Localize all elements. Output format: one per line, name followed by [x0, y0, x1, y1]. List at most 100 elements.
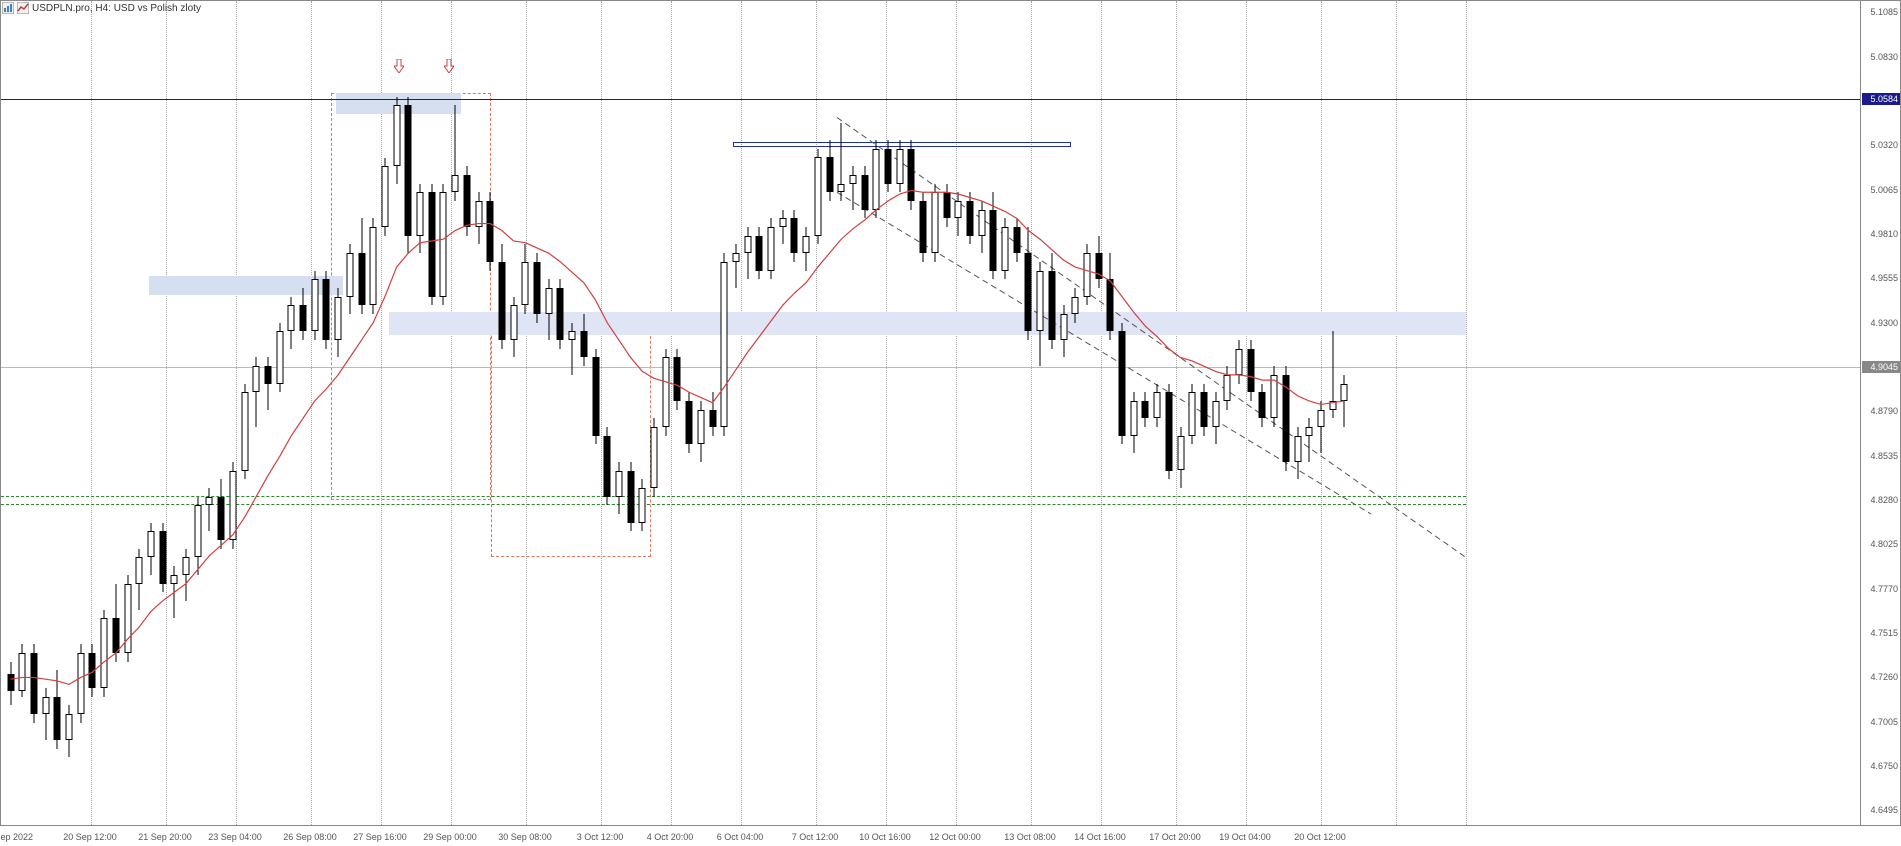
y-axis-label: 4.9300: [1870, 318, 1898, 328]
chart-icon-1: [2, 2, 14, 14]
candle: [1328, 331, 1337, 418]
candle: [533, 253, 542, 323]
grid-line: [166, 1, 167, 825]
candle: [825, 140, 834, 201]
candle: [1106, 253, 1115, 340]
candle: [848, 166, 857, 209]
y-axis-label: 4.7770: [1870, 584, 1898, 594]
candle: [240, 384, 249, 480]
candle: [1235, 340, 1244, 383]
x-axis-label: 30 Sep 08:00: [498, 832, 552, 842]
candle: [1176, 427, 1185, 488]
candle: [88, 644, 97, 696]
y-axis-label: 5.0065: [1870, 185, 1898, 195]
x-axis-label: 17 Oct 20:00: [1149, 832, 1201, 842]
chart-container: USDPLN.pro, H4: USD vs Polish zloty 5.10…: [0, 0, 1901, 846]
candle: [1340, 375, 1349, 427]
candle: [65, 705, 74, 757]
price-marker: 4.9045: [1862, 361, 1900, 373]
y-axis-label: 4.7515: [1870, 628, 1898, 638]
candle: [170, 566, 179, 618]
grid-line: [236, 1, 237, 825]
candle: [731, 244, 740, 287]
down-arrow-icon: [444, 59, 454, 76]
grid-line: [1101, 1, 1102, 825]
candle: [380, 158, 389, 236]
grid-line: [886, 1, 887, 825]
candle: [930, 184, 939, 262]
x-axis-label: 26 Sep 08:00: [283, 832, 337, 842]
candle: [76, 644, 85, 722]
candle: [977, 201, 986, 253]
candle: [369, 218, 378, 314]
candle: [404, 97, 413, 254]
candle: [1223, 366, 1232, 409]
candle: [965, 192, 974, 244]
y-axis-label: 5.1085: [1870, 7, 1898, 17]
moving-average-line: [1, 1, 1862, 827]
candle: [228, 462, 237, 549]
candle: [345, 244, 354, 314]
candle: [29, 644, 38, 722]
candle: [509, 297, 518, 358]
candle: [1071, 288, 1080, 323]
candle: [462, 166, 471, 236]
candle: [556, 279, 565, 349]
candle: [1094, 236, 1103, 288]
candle: [755, 227, 764, 279]
candle: [720, 253, 729, 436]
candle: [1281, 366, 1290, 470]
candle: [427, 184, 436, 306]
candle: [205, 488, 214, 531]
candle: [778, 210, 787, 245]
candle: [193, 497, 202, 575]
candle: [41, 688, 50, 740]
candle: [954, 192, 963, 235]
candle: [158, 523, 167, 593]
candle: [790, 210, 799, 262]
grid-line: [1031, 1, 1032, 825]
candle: [1036, 262, 1045, 366]
chart-plot-area[interactable]: [0, 0, 1861, 826]
y-axis-label: 4.6495: [1870, 805, 1898, 815]
x-axis: 9 Sep 202220 Sep 12:0021 Sep 20:0023 Sep…: [0, 826, 1861, 846]
x-axis-label: 3 Oct 12:00: [577, 832, 624, 842]
candle: [357, 218, 366, 314]
grid-line: [956, 1, 957, 825]
candle: [802, 227, 811, 270]
grid-line: [311, 1, 312, 825]
candle: [1164, 384, 1173, 480]
candle: [146, 523, 155, 575]
candle: [1129, 392, 1138, 453]
candle: [1024, 227, 1033, 340]
title-bar: USDPLN.pro, H4: USD vs Polish zloty: [2, 2, 201, 14]
x-axis-label: 10 Oct 16:00: [859, 832, 911, 842]
y-axis-label: 4.8025: [1870, 539, 1898, 549]
y-axis-label: 4.8535: [1870, 451, 1898, 461]
candle: [860, 166, 869, 218]
chart-title: USDPLN.pro, H4: USD vs Polish zloty: [32, 3, 201, 14]
candle: [1118, 323, 1127, 445]
candle: [310, 271, 319, 341]
candle: [696, 401, 705, 462]
x-axis-label: 12 Oct 00:00: [929, 832, 981, 842]
candle: [603, 427, 612, 505]
candle: [18, 644, 27, 696]
x-axis-label: 19 Oct 04:00: [1219, 832, 1271, 842]
price-marker: 5.0584: [1862, 93, 1900, 105]
chart-icon-2: [17, 2, 29, 14]
candle: [1153, 384, 1162, 427]
y-axis-label: 4.7005: [1870, 717, 1898, 727]
candle: [521, 244, 530, 314]
grid-line: [1176, 1, 1177, 825]
candle: [497, 244, 506, 348]
candle: [626, 462, 635, 532]
candle: [708, 392, 717, 435]
candle: [813, 149, 822, 245]
candle: [6, 662, 15, 705]
candle: [1316, 401, 1325, 453]
candle: [1211, 392, 1220, 444]
candle: [743, 227, 752, 279]
x-axis-label: 7 Oct 12:00: [792, 832, 839, 842]
x-axis-label: 9 Sep 2022: [0, 832, 33, 842]
